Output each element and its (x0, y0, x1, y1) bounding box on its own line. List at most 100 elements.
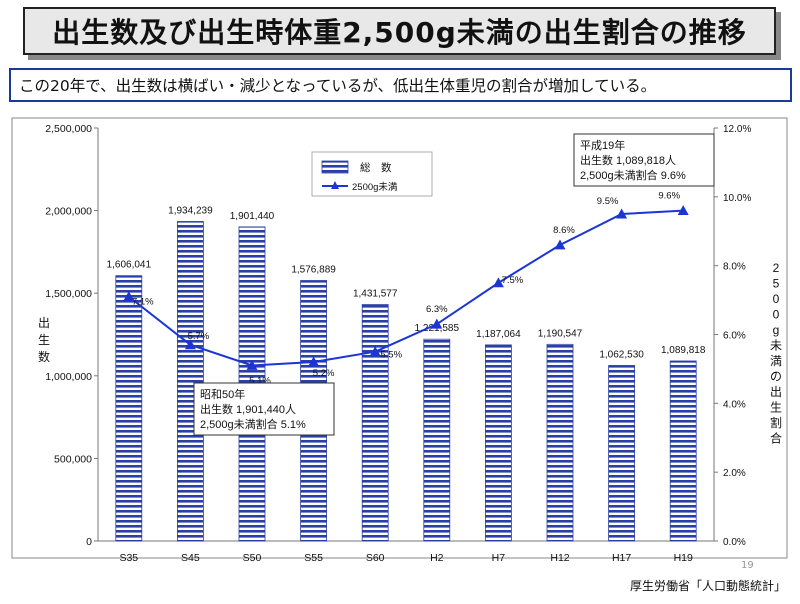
right-axis-ticks: 0.0% 2.0% 4.0% 6.0% 8.0% 10.0% 12.0% (714, 124, 751, 548)
legend: 総 数 2500g未満 (311, 151, 433, 197)
annotation-line: 平成19年 (580, 138, 625, 152)
line-value-labels: 7.1% 5.7% 5.1% 5.2% 5.5% 6.3% 7.5% 8.6% 9.5% 9.6% (132, 191, 681, 387)
annotation-line: 2,500g未満割合 5.1% (200, 417, 306, 431)
x-tick-label: S50 (243, 552, 262, 564)
line-value-label: 6.3% (426, 304, 448, 315)
line-point (677, 205, 689, 215)
bar-value-label: 1,901,440 (230, 211, 275, 222)
right-axis-title-char: 出 (770, 385, 782, 399)
line-value-label: 9.5% (597, 196, 619, 207)
right-tick-label: 0.0% (723, 537, 746, 548)
chart-frame: 0 500,000 1,000,000 1,500,000 2,000,000 2,500… (0, 113, 800, 600)
x-tick-label: H17 (612, 552, 631, 564)
subtitle-banner: この20年で、出生数は横ばい・減少となっているが、低出生体重児の割合が増加してい… (9, 68, 792, 102)
right-axis-title-char: 割 (770, 415, 782, 430)
annotation-line: 出生数 1,901,440人 (200, 402, 296, 416)
legend-line-label: 2500g未満 (352, 181, 398, 193)
legend-bar-label: 総 数 (360, 161, 392, 174)
right-axis-title-char: の (770, 370, 782, 384)
right-tick-label: 12.0% (723, 124, 751, 135)
line-value-label: 5.7% (188, 331, 210, 342)
bar (546, 343, 574, 542)
left-axis-title-char: 数 (38, 349, 50, 364)
left-tick-label: 2,000,000 (45, 206, 92, 218)
line-point (616, 208, 628, 219)
bar (176, 221, 204, 542)
line-point (184, 339, 196, 350)
bar-value-label: 1,431,577 (353, 289, 398, 300)
annotation-box (193, 382, 335, 436)
bar-value-label: 1,089,818 (661, 345, 706, 356)
annotation-line: 出生数 1,089,818人 (580, 153, 676, 167)
line-point (431, 318, 443, 329)
line-value-label: 8.6% (553, 225, 575, 236)
right-axis-title-char: 生 (770, 401, 782, 415)
line-value-label: 7.1% (132, 297, 154, 308)
right-axis-title-char: 0 (773, 308, 780, 322)
bar (423, 338, 451, 542)
bar-value-label: 1,576,889 (291, 264, 336, 275)
bar-value-label: 1,606,041 (107, 260, 152, 271)
page-number: 19 (741, 560, 754, 571)
bar-value-labels: 1,606,041 1,934,239 1,901,440 1,576,889 1,43… (107, 205, 706, 360)
right-tick-label: 10.0% (723, 193, 751, 204)
line-point (369, 346, 381, 357)
x-tick-label: S35 (119, 552, 138, 564)
left-tick-label: 1,000,000 (45, 371, 92, 383)
legend-line-marker (331, 181, 339, 189)
bar-value-label: 1,934,239 (168, 205, 213, 216)
bar (361, 304, 389, 542)
left-axis-title-char: 出 (38, 316, 50, 330)
right-tick-label: 8.0% (723, 262, 746, 273)
birth-chart: 0 500,000 1,000,000 1,500,000 2,000,000 2,500… (11, 117, 788, 564)
line-value-label: 5.2% (313, 368, 335, 379)
x-tick-label: S45 (181, 552, 200, 564)
right-axis-title-char: g (773, 323, 780, 337)
right-axis-title-char: 未 (770, 339, 782, 353)
legend-bar-swatch (321, 160, 349, 174)
x-tick-label: H7 (492, 552, 506, 564)
right-tick-label: 4.0% (723, 399, 746, 410)
right-tick-label: 6.0% (723, 331, 746, 342)
source-credit: 厚生労働省「人口動態統計」 (629, 579, 786, 593)
series-line (128, 209, 684, 367)
bar-value-label: 1,187,064 (476, 329, 521, 340)
bar-value-label: 1,190,547 (538, 328, 583, 339)
left-tick-label: 0 (86, 536, 92, 548)
x-tick-label: S60 (366, 552, 385, 564)
bar (484, 344, 512, 542)
line-value-label: 5.1% (249, 375, 271, 386)
left-axis-title: 出生数 (38, 316, 50, 364)
annotation-box (573, 133, 715, 187)
bar-value-label: 1,221,585 (415, 323, 460, 334)
right-tick-label: 2.0% (723, 468, 746, 479)
x-tick-label: H19 (674, 552, 693, 564)
left-tick-label: 1,500,000 (45, 288, 92, 300)
line-point (492, 277, 504, 288)
x-tick-label: H2 (430, 552, 444, 564)
left-axis-ticks: 0 500,000 1,000,000 1,500,000 2,000,000 2,500… (45, 123, 98, 548)
bar (669, 360, 697, 542)
line-point (123, 291, 135, 302)
x-tick-label: H12 (550, 552, 569, 564)
x-tick-label: S55 (304, 552, 323, 564)
page-title: 出生数及び出生時体重2,500g未満の出生割合の推移 (52, 16, 747, 49)
left-axis-title-char: 生 (38, 333, 50, 347)
annotation-line: 昭和50年 (200, 387, 245, 401)
page-subtitle: この20年で、出生数は横ばい・減少となっているが、低出生体重児の割合が増加してい… (19, 77, 657, 95)
right-axis-title-char: 合 (770, 431, 782, 446)
line-point (308, 356, 320, 367)
right-axis-title-char: 0 (773, 292, 780, 306)
right-axis-title-char: 5 (773, 277, 780, 291)
line-value-label: 7.5% (502, 275, 524, 286)
left-tick-label: 500,000 (54, 453, 92, 465)
line-point (554, 239, 566, 250)
line-point (246, 359, 258, 370)
title-banner: 出生数及び出生時体重2,500g未満の出生割合の推移 (23, 7, 776, 55)
right-axis-title-char: 満 (770, 354, 782, 368)
right-axis-title-char: 2 (773, 261, 780, 275)
bar (608, 365, 635, 542)
line-value-label: 5.5% (380, 350, 402, 361)
